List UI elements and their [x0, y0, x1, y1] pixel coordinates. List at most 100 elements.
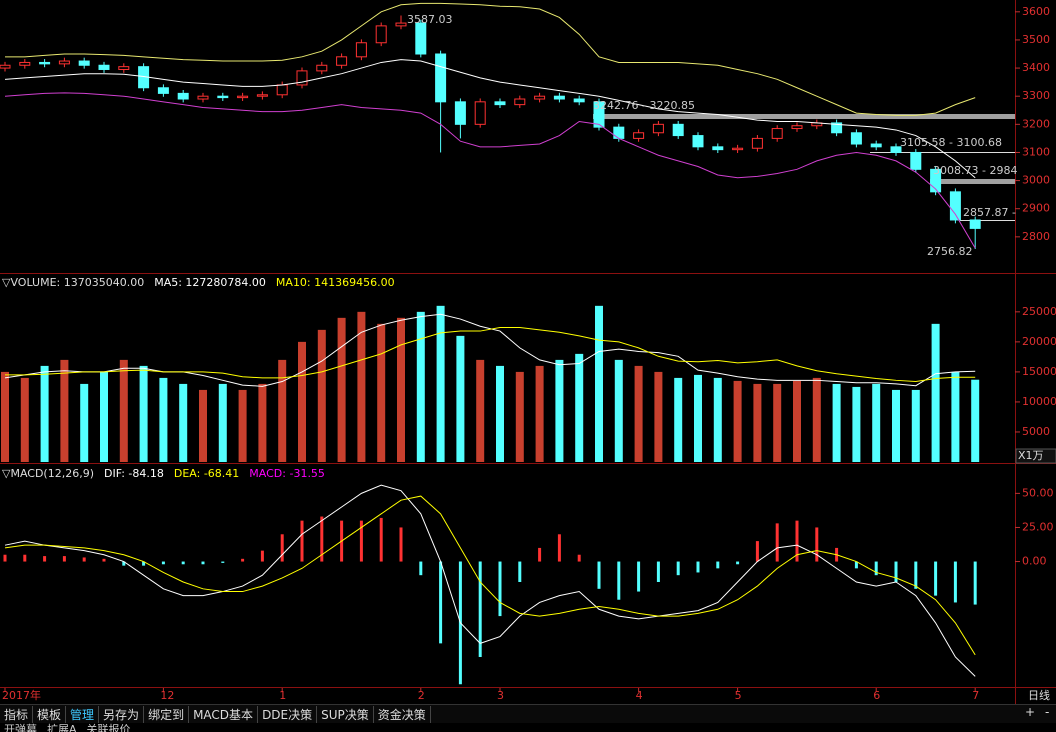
volume-bar	[595, 305, 603, 462]
volume-bar	[317, 329, 326, 462]
toolbar-button[interactable]: +	[1025, 705, 1036, 719]
volume-bar	[911, 389, 920, 462]
volume-bar	[832, 383, 841, 462]
toolbar-tab[interactable]: 模板	[33, 705, 67, 723]
price-annotation: 3587.03	[407, 13, 453, 26]
candle-body	[415, 22, 427, 55]
volume-bar	[892, 389, 900, 462]
footer-item[interactable]: 关联报价	[86, 723, 131, 732]
candle-body	[177, 92, 189, 100]
volume-bar	[733, 380, 742, 462]
candle-body	[197, 95, 209, 100]
y-tick-label: 3000	[1022, 174, 1050, 187]
y-tick-label: 2800	[1022, 230, 1050, 243]
candle-body	[474, 101, 486, 125]
candle-body	[652, 123, 664, 134]
volume-bar	[258, 383, 267, 462]
candle-body	[514, 98, 526, 106]
price-annotation: 2857.87 -	[963, 206, 1016, 219]
y-tick-label: 3400	[1022, 61, 1050, 74]
candle-body	[712, 146, 724, 151]
indicator-label: DIF: -84.18	[104, 467, 164, 480]
volume-bar	[238, 389, 247, 462]
volume-bar	[753, 383, 762, 462]
candle-body	[375, 25, 387, 44]
y-tick-label: 2900	[1022, 202, 1050, 215]
volume-bar	[337, 317, 346, 462]
candle-body	[930, 168, 942, 193]
volume-bar	[100, 371, 108, 462]
candle-body	[118, 66, 130, 70]
unit-box	[1015, 448, 1056, 464]
volume-bar	[60, 359, 69, 462]
indicator-label: ▽VOLUME: 137035040.00	[2, 276, 144, 289]
candle-body	[672, 123, 684, 137]
y-tick-label: 25000	[1022, 305, 1056, 318]
footer-item[interactable]: 开弹幕	[4, 723, 37, 732]
volume-bar	[773, 383, 782, 462]
toolbar-tab[interactable]: 绑定到	[144, 705, 190, 723]
price-annotation: 3242.76 - 3220.85	[593, 99, 695, 112]
unit-label: X1万	[1018, 449, 1044, 462]
y-tick-label: 3500	[1022, 33, 1050, 46]
toolbar: 指标 模板 管理 另存为 绑定到 MACD基本 DDE决策 SUP决策 资金决策 + -	[0, 704, 1056, 723]
candle-body	[454, 101, 466, 125]
indicator-label: DEA: -68.41	[174, 467, 239, 480]
y-tick-label: 3200	[1022, 117, 1050, 130]
y-tick-label: 15000	[1022, 365, 1056, 378]
candle-body	[831, 122, 843, 134]
y-tick-label: 3300	[1022, 89, 1050, 102]
candle-body	[0, 64, 11, 69]
candle-body	[850, 132, 862, 145]
candle-body	[771, 128, 783, 139]
candle-body	[19, 61, 31, 66]
toolbar-tab[interactable]: 另存为	[99, 705, 145, 723]
footer: 开弹幕 扩展A 关联报价	[0, 723, 1056, 732]
toolbar-tab[interactable]: 管理	[66, 705, 100, 723]
volume-bar	[139, 365, 148, 462]
x-tick-label: 2	[418, 689, 425, 702]
volume-bar	[416, 311, 425, 462]
x-tick-label: 12	[160, 689, 174, 702]
indicator-line	[4, 495, 976, 656]
level-band	[930, 179, 1015, 184]
volume-bar	[951, 371, 960, 462]
candle-body	[256, 94, 268, 97]
candle-body	[949, 191, 961, 221]
toolbar-button[interactable]: -	[1045, 705, 1050, 719]
level-band	[593, 114, 1015, 119]
volume-bar	[456, 335, 465, 462]
volume-bar	[278, 359, 287, 462]
period-label: 日线	[1028, 688, 1050, 702]
candle-body	[969, 219, 981, 229]
candle-body	[553, 95, 565, 100]
toolbar-tab[interactable]: DDE决策	[258, 705, 318, 723]
candle-body	[217, 95, 229, 99]
volume-bar	[80, 383, 89, 462]
y-tick-label: 25.00	[1022, 520, 1054, 533]
indicator-label: MA5: 127280784.00	[154, 276, 266, 289]
candle-body	[593, 101, 605, 128]
candle-body	[435, 53, 447, 103]
indicator-label: MA10: 141369456.00	[276, 276, 395, 289]
candle-body	[237, 95, 249, 99]
y-tick-label: 3600	[1022, 5, 1050, 18]
candle-body	[39, 61, 51, 65]
volume-bar	[674, 377, 683, 462]
toolbar-tab[interactable]: 资金决策	[374, 705, 431, 723]
candle-body	[336, 56, 348, 66]
volume-bar	[634, 365, 643, 462]
candle-body	[494, 101, 506, 106]
volume-bar	[614, 359, 623, 462]
toolbar-tab[interactable]: 指标	[0, 705, 34, 723]
volume-bar	[872, 383, 881, 462]
price-annotation: 2756.82	[927, 245, 973, 258]
volume-bar	[535, 365, 544, 462]
footer-item[interactable]: 扩展A	[47, 723, 77, 732]
candle-body	[296, 70, 308, 86]
candle-body	[870, 143, 882, 148]
candle-body	[732, 147, 744, 151]
toolbar-tab[interactable]: MACD基本	[189, 705, 259, 723]
toolbar-tab[interactable]: SUP决策	[317, 705, 374, 723]
